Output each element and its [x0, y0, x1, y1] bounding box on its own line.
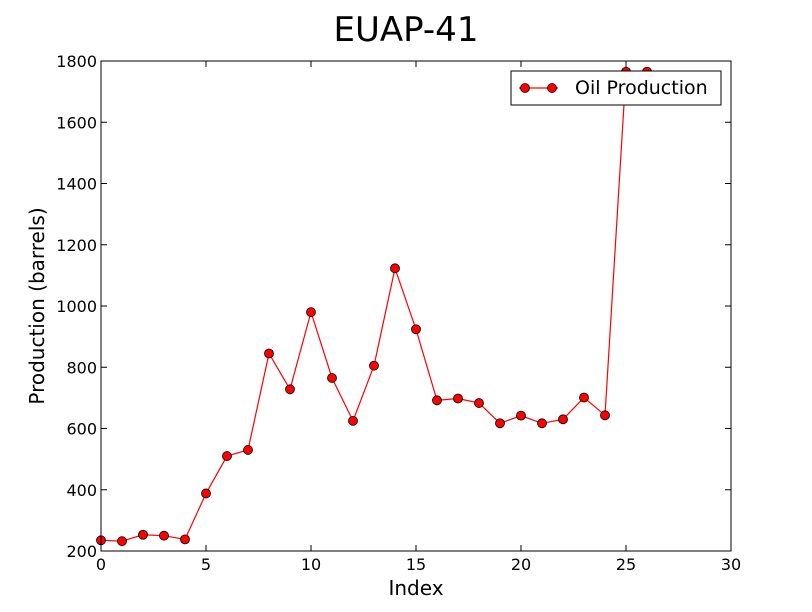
y-tick-label: 1400	[56, 175, 97, 194]
x-tick-label: 0	[96, 555, 106, 574]
data-point	[453, 393, 463, 404]
data-point	[306, 307, 316, 318]
data-point	[516, 410, 526, 421]
data-point	[537, 418, 547, 429]
data-point	[159, 530, 169, 541]
x-tick-label: 25	[616, 555, 636, 574]
data-point	[579, 392, 589, 403]
legend: Oil Production	[510, 70, 722, 106]
y-tick-label: 200	[66, 542, 97, 561]
legend-marker-left	[520, 83, 530, 93]
x-tick-label: 20	[511, 555, 531, 574]
plot-frame	[100, 60, 732, 552]
y-tick-label: 1000	[56, 297, 97, 316]
legend-box	[510, 70, 722, 106]
y-tick-label: 1600	[56, 113, 97, 132]
legend-marker-right	[547, 83, 557, 93]
data-point	[222, 451, 232, 461]
x-tick-label: 5	[201, 555, 211, 574]
data-point	[474, 398, 484, 408]
data-point	[558, 414, 568, 425]
data-point	[327, 373, 337, 383]
data-point	[264, 348, 274, 359]
x-axis-label: Index	[388, 576, 443, 600]
data-point	[201, 488, 211, 499]
data-point	[432, 395, 442, 406]
data-point	[411, 324, 421, 335]
x-tick-label: 10	[301, 555, 321, 574]
y-axis-label: Production (barrels)	[25, 207, 49, 404]
data-point	[138, 529, 148, 540]
data-point	[600, 410, 610, 421]
y-tick-label: 400	[66, 481, 97, 500]
data-point	[117, 536, 127, 547]
y-tick-label: 1200	[56, 236, 97, 255]
x-tick-label: 15	[406, 555, 426, 574]
axis-ticks: 0 5 10 15 20 25 30 200 400 600 800 1000 1200 1400 1600…	[56, 52, 741, 574]
data-point	[390, 263, 400, 274]
data-point	[348, 415, 358, 426]
y-tick-label: 1800	[56, 52, 97, 71]
chart-title: EUAP-41	[334, 10, 479, 50]
data-point	[243, 445, 253, 455]
y-tick-label: 600	[66, 420, 97, 439]
data-point	[495, 418, 505, 429]
x-tick-label: 30	[721, 555, 741, 574]
legend-label: Oil Production	[575, 77, 708, 99]
data-point	[285, 384, 295, 395]
data-point	[180, 534, 190, 545]
data-point	[369, 360, 379, 371]
y-tick-label: 800	[66, 358, 97, 377]
